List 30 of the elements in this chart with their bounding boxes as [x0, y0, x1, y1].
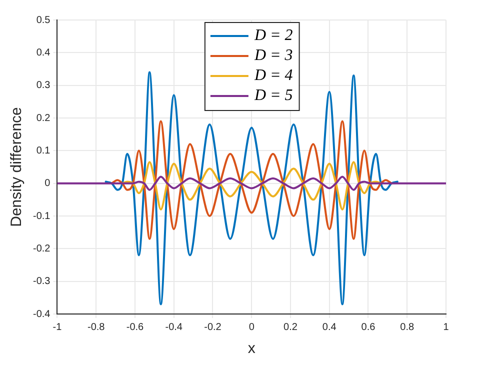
- y-tick-label: -0.1: [32, 210, 51, 222]
- y-tick-label: -0.4: [32, 308, 51, 320]
- line-series: [110, 120, 393, 240]
- y-tick-label: -0.2: [32, 243, 51, 254]
- x-tick-label: -1: [52, 322, 62, 333]
- legend-label: D = 5: [253, 87, 293, 104]
- x-tick-label: 0.4: [322, 322, 337, 333]
- legend-label: D = 3: [253, 47, 293, 64]
- y-axis-title: Density difference: [8, 107, 26, 227]
- x-tick-label: -0.4: [165, 322, 183, 333]
- line-series: [121, 161, 382, 210]
- y-tick-label: 0.2: [36, 112, 51, 124]
- x-tick-label: -0.8: [87, 322, 106, 333]
- y-tick-label: 0.1: [36, 145, 51, 156]
- x-tick-label: -0.2: [204, 322, 222, 333]
- x-tick-label: 0.6: [361, 322, 376, 333]
- legend-label: D = 2: [253, 27, 293, 44]
- x-tick-label: 0.8: [400, 322, 415, 333]
- line-series: [104, 71, 398, 306]
- y-tick-label: -0.3: [32, 276, 51, 288]
- y-tick-label: 0: [44, 178, 51, 190]
- y-tick-label: 0.3: [36, 80, 51, 92]
- x-tick-label: -0.6: [126, 322, 144, 333]
- x-axis-title: x: [248, 340, 256, 358]
- x-tick-label: 0.2: [284, 322, 298, 333]
- x-tick-label: 1: [443, 322, 450, 333]
- legend-label: D = 4: [253, 67, 293, 84]
- y-tick-label: 0.4: [36, 47, 51, 58]
- x-tick-label: 0: [248, 322, 255, 333]
- y-tick-label: 0.5: [36, 14, 51, 26]
